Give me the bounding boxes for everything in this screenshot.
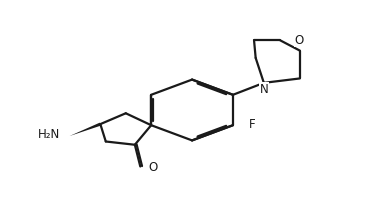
Text: F: F — [249, 118, 256, 131]
Polygon shape — [70, 123, 101, 136]
Text: N: N — [259, 83, 268, 96]
Text: O: O — [295, 34, 304, 47]
Text: O: O — [148, 161, 157, 174]
Text: H₂N: H₂N — [38, 128, 61, 141]
